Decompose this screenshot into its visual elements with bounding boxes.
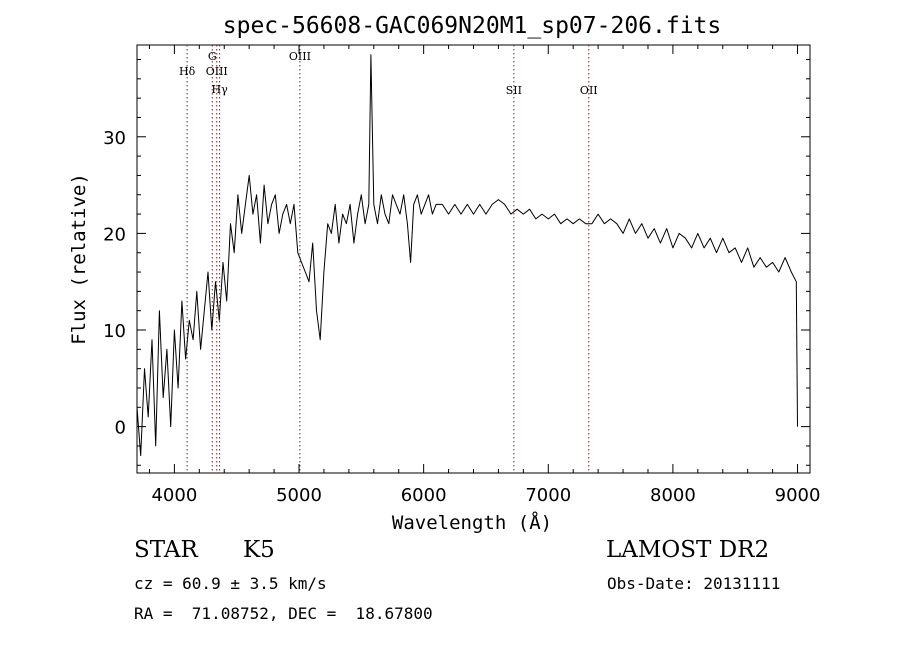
reference-line-label: OIII bbox=[206, 65, 228, 78]
object-subclass: K5 bbox=[243, 537, 275, 563]
reference-line-label: OII bbox=[580, 84, 598, 97]
y-tick-label: 20 bbox=[103, 224, 126, 245]
y-tick-label: 0 bbox=[115, 418, 126, 439]
reference-lines bbox=[186, 45, 590, 473]
redshift-cz: cz = 60.9 ± 3.5 km/s bbox=[134, 574, 327, 593]
reference-line-label: Hγ bbox=[212, 83, 229, 96]
x-tick-label: 9000 bbox=[775, 485, 821, 506]
chart-title: spec-56608-GAC069N20M1_sp07-206.fits bbox=[223, 13, 722, 39]
plot-frame bbox=[136, 44, 811, 474]
x-tick-label: 6000 bbox=[401, 485, 447, 506]
y-tick-label: 10 bbox=[103, 321, 126, 342]
survey-name: LAMOST DR2 bbox=[606, 537, 770, 563]
reference-line-label: SII bbox=[506, 84, 522, 97]
axis-ticks: 4000 5000 6000 7000 8000 9000 0 10 20 30 bbox=[103, 45, 820, 506]
x-tick-label: 4000 bbox=[151, 485, 197, 506]
reference-line-label: Hδ bbox=[179, 65, 196, 78]
series-group bbox=[136, 54, 798, 457]
x-axis-label: Wavelength (Å) bbox=[392, 511, 552, 534]
x-tick-label: 8000 bbox=[650, 485, 696, 506]
x-tick-label: 7000 bbox=[525, 485, 571, 506]
reference-line-label: OIII bbox=[289, 50, 311, 63]
y-axis-label: Flux (relative) bbox=[68, 173, 90, 345]
ra-dec: RA = 71.08752, DEC = 18.67800 bbox=[134, 604, 433, 623]
x-tick-label: 5000 bbox=[276, 485, 322, 506]
spectrum-line bbox=[136, 54, 798, 457]
object-class: STAR bbox=[134, 537, 198, 563]
reference-line-label: G bbox=[208, 50, 217, 63]
observation-date: Obs-Date: 20131111 bbox=[607, 574, 781, 593]
y-tick-label: 30 bbox=[103, 128, 126, 149]
reference-labels: Hδ G OIII Hγ OIII SII OII bbox=[179, 50, 598, 97]
